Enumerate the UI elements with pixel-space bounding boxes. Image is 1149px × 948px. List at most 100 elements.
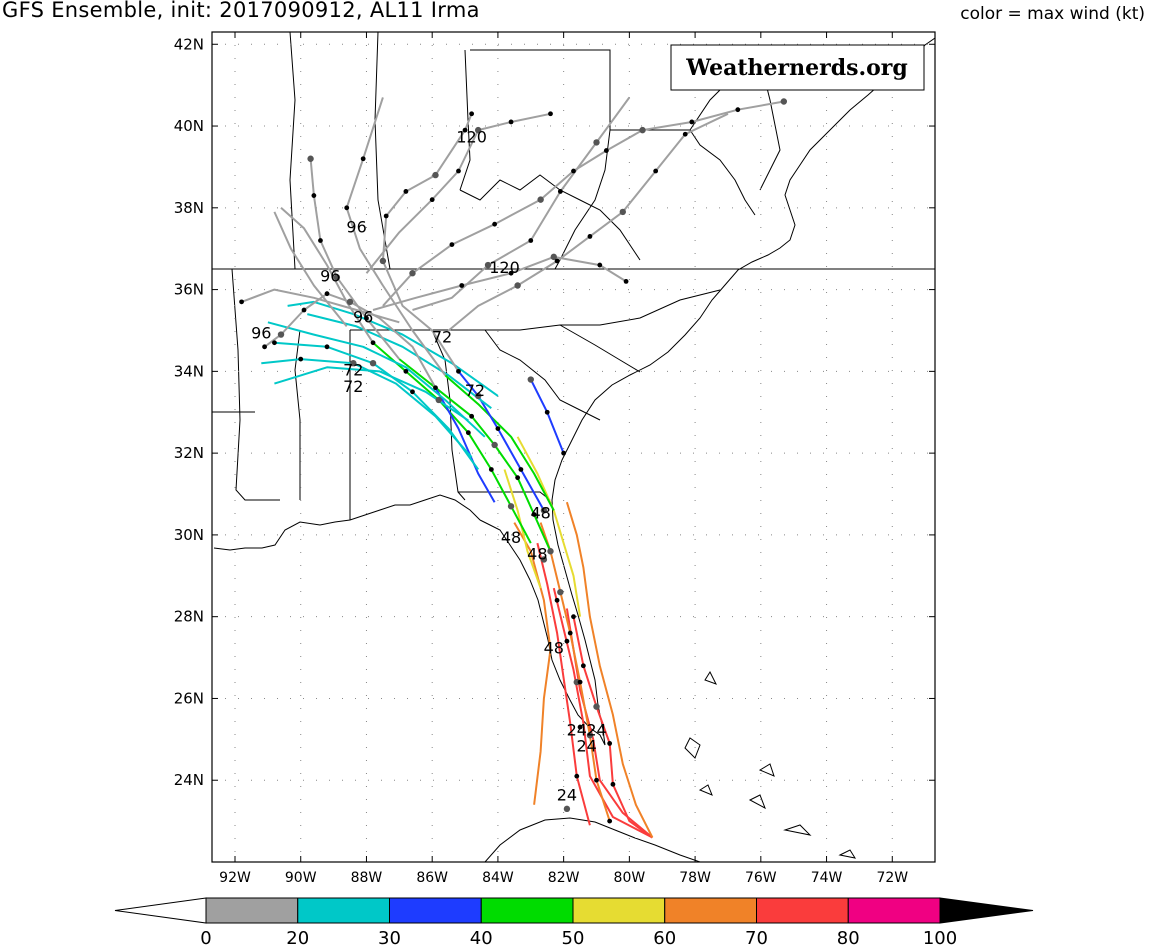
track-position-dot — [682, 131, 688, 137]
colorbar-bin — [756, 897, 849, 924]
track-position-dot — [557, 189, 563, 194]
ensemble-track — [267, 321, 486, 438]
track-position-dot — [580, 663, 586, 669]
lon-label: 72W — [876, 870, 908, 886]
track-position-dot — [324, 344, 330, 350]
forecast-hour-label: 72 — [465, 381, 485, 400]
colorbar-bin — [297, 897, 390, 924]
track-position-dot — [409, 270, 416, 277]
track-position-dot — [557, 588, 564, 596]
forecast-hour-label: 48 — [501, 528, 521, 547]
forecast-hour-label: 24 — [567, 720, 587, 739]
ensemble-track — [565, 501, 654, 838]
colorbar-tick-label: 60 — [653, 928, 676, 948]
track-position-dot — [577, 724, 583, 730]
track-position-dot — [540, 556, 548, 563]
watermark-text: Weathernerds.org — [685, 55, 908, 81]
forecast-hour-label: 120 — [456, 127, 487, 146]
track-position-dot — [514, 282, 521, 289]
track-position-dot — [571, 168, 576, 174]
lat-label: 32N — [174, 444, 204, 462]
track-position-dot — [564, 638, 570, 644]
lat-label: 30N — [174, 526, 204, 544]
track-position-dot — [484, 261, 492, 269]
colorbar-under-arrow — [114, 897, 207, 924]
track-position-dot — [531, 512, 537, 517]
track-position-dot — [462, 127, 468, 133]
track-position-dot — [346, 298, 354, 306]
colorbar-tick-label: 100 — [923, 928, 957, 948]
track-position-dot — [550, 253, 557, 261]
track-position-dot — [403, 189, 409, 194]
track-position-dot — [593, 139, 600, 146]
track-position-dot — [456, 368, 461, 374]
colorbar-bin — [664, 897, 757, 924]
lat-label: 26N — [174, 689, 204, 707]
forecast-hour-label: 24 — [576, 737, 596, 756]
track-position-dot — [571, 614, 576, 620]
lat-label: 40N — [174, 117, 204, 135]
track-position-dot — [403, 368, 409, 374]
ensemble-track — [434, 387, 496, 503]
track-position-dot — [653, 168, 659, 174]
track-position-dot — [623, 279, 629, 284]
track-position-dot — [548, 111, 553, 117]
track-position-dot — [370, 340, 376, 346]
forecast-hour-label: 24 — [586, 720, 606, 739]
ensemble-track — [412, 96, 631, 311]
track-position-dot — [383, 213, 389, 219]
colorbar-variable-label: color = max wind (kt) — [960, 4, 1145, 24]
track-position-dot — [639, 126, 646, 134]
track-position-dot — [272, 340, 277, 346]
track-position-dot — [574, 773, 580, 779]
ensemble-track — [529, 379, 565, 454]
track-position-dot — [318, 238, 323, 243]
track-position-dot — [298, 356, 304, 362]
track-position-dot — [262, 344, 267, 350]
geographic-boundaries — [212, 32, 935, 862]
track-position-dot — [547, 548, 554, 555]
colorbar-bin — [572, 897, 666, 924]
colorbar-tick-label: 70 — [745, 928, 768, 948]
ensemble-track — [503, 469, 542, 589]
track-position-dot — [474, 392, 482, 400]
track-position-dot — [239, 299, 244, 305]
lat-label: 36N — [174, 281, 204, 299]
colorbar-bin — [847, 897, 941, 924]
track-position-dot — [540, 507, 548, 514]
colorbar-bin — [205, 897, 299, 924]
colorbar-tick-labels: 0 20 30 40 50 60 70 80 100 — [200, 928, 957, 948]
ensemble-track — [552, 587, 653, 839]
track-position-dot — [311, 193, 317, 198]
track-position-dot — [324, 291, 330, 297]
lon-label: 78W — [679, 870, 711, 886]
track-position-dot — [488, 467, 494, 472]
track-position-dot — [277, 331, 285, 338]
lon-label: 74W — [811, 870, 843, 886]
track-position-dot — [610, 781, 616, 787]
track-position-dot — [456, 168, 461, 174]
colorbar-bin — [389, 897, 482, 924]
colorbar-tick-label: 80 — [837, 928, 860, 948]
forecast-hour-label: 96 — [346, 217, 366, 236]
ensemble-track — [516, 436, 582, 617]
track-position-dot — [474, 126, 482, 134]
track-position-dot — [554, 597, 560, 603]
track-position-dot — [544, 409, 550, 415]
track-position-dot — [508, 119, 514, 125]
colorbar-bin — [480, 897, 574, 924]
latitude-labels: 42N 40N 38N 36N 34N 32N 30N 28N 26N 24N — [174, 35, 935, 789]
track-position-dot — [465, 430, 471, 436]
plot-title: GFS Ensemble, init: 2017090912, AL11 Irm… — [2, 0, 480, 22]
track-position-dot — [567, 630, 573, 636]
track-position-dot — [495, 426, 501, 432]
lat-label: 38N — [174, 199, 204, 217]
track-position-dot — [607, 741, 613, 746]
track-position-dot — [449, 242, 455, 248]
lon-label: 92W — [219, 870, 251, 886]
forecast-hour-label: 96 — [320, 266, 340, 285]
lon-label: 90W — [285, 870, 317, 886]
track-position-markers — [239, 98, 788, 824]
track-position-dot — [508, 270, 514, 276]
forecast-hour-label: 96 — [251, 324, 271, 343]
